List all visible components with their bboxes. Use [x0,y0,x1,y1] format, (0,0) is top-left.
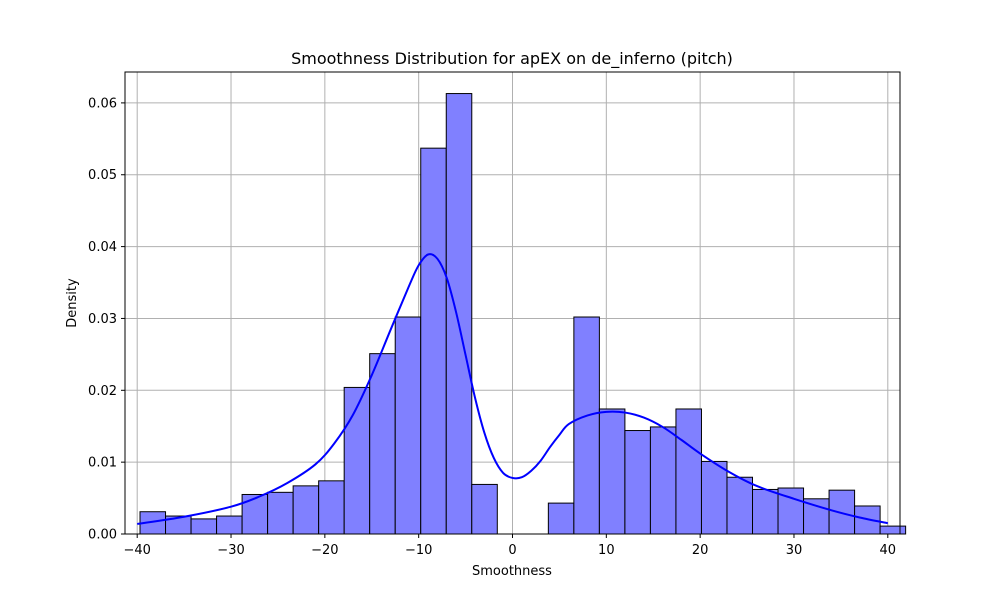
y-tick-label: 0.03 [88,312,117,327]
y-tick-label: 0.00 [88,528,117,543]
histogram-bar [394,316,422,535]
y-tick-label: 0.05 [88,168,117,183]
x-axis-label: Smoothness [472,564,552,579]
x-tick-label: 0 [508,543,516,558]
x-tick-label: −10 [405,543,432,558]
histogram-bar [726,476,754,535]
histogram-bar [369,353,396,535]
histogram-bar [343,386,371,535]
y-tick-label: 0.01 [88,456,117,471]
histogram-bars [139,93,907,535]
histogram-bar [216,515,243,535]
histogram-bar [624,430,651,535]
x-axis-ticks: −40 −30 −20 −10 0 10 20 30 40 [123,534,896,558]
histogram-bar [267,491,294,535]
y-axis-label: Density [65,278,80,328]
y-tick-label: 0.06 [88,96,117,111]
chart-title: Smoothness Distribution for apEX on de_i… [291,49,733,69]
x-tick-label: 20 [692,543,709,558]
y-tick-label: 0.02 [88,384,117,399]
histogram-bar [241,493,269,535]
histogram-bar [547,502,575,535]
histogram-bar [292,485,320,535]
histogram-bar [879,525,907,535]
x-tick-label: −40 [123,543,150,558]
grid [125,72,900,535]
x-tick-label: −30 [217,543,244,558]
kde-curve [137,253,889,525]
histogram-bar [752,488,779,535]
histogram-bar [471,483,498,535]
histogram-bar [573,316,600,535]
x-tick-label: −20 [311,543,338,558]
histogram-bar [318,480,345,535]
histogram-bar [649,426,677,535]
y-tick-label: 0.04 [88,240,117,255]
x-tick-label: 30 [786,543,803,558]
x-tick-label: 40 [880,543,897,558]
histogram-bar [700,460,728,535]
x-tick-label: 10 [598,543,615,558]
histogram-bar [445,93,473,535]
histogram-bar [190,518,218,535]
y-axis-ticks: 0.00 0.01 0.02 0.03 0.04 0.05 0.06 [88,96,125,543]
histogram-bar [675,408,702,535]
histogram-bar [598,408,626,535]
histogram-bar [420,147,447,535]
